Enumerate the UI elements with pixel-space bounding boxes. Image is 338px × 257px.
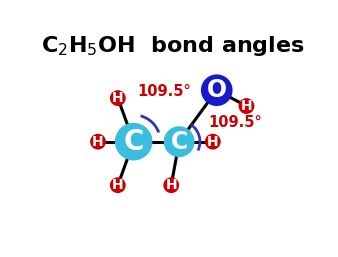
Text: C: C — [171, 130, 188, 154]
Text: C: C — [123, 128, 144, 156]
Circle shape — [163, 177, 179, 193]
Circle shape — [164, 126, 195, 157]
Text: H: H — [207, 135, 219, 149]
Circle shape — [90, 134, 106, 150]
Text: H: H — [241, 99, 252, 113]
Circle shape — [205, 134, 221, 150]
Circle shape — [110, 177, 126, 193]
Circle shape — [115, 123, 152, 160]
Text: H: H — [112, 178, 124, 192]
Text: O: O — [207, 78, 227, 102]
Text: H: H — [92, 135, 104, 149]
Text: H: H — [165, 178, 177, 192]
Circle shape — [201, 74, 233, 106]
Circle shape — [239, 98, 255, 114]
Text: C$_2$H$_5$OH  bond angles: C$_2$H$_5$OH bond angles — [41, 34, 305, 58]
Circle shape — [110, 90, 126, 106]
Text: H: H — [112, 91, 124, 105]
Text: 109.5°: 109.5° — [209, 115, 262, 130]
Text: 109.5°: 109.5° — [138, 84, 191, 99]
